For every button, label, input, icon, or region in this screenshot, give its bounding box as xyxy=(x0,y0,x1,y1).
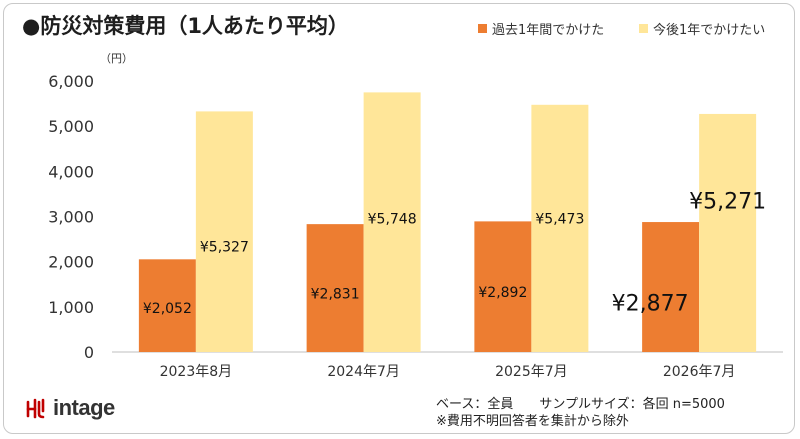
y-axis-unit: （円） xyxy=(100,52,133,65)
data-label: ¥2,052 xyxy=(143,301,192,317)
intage-mark-icon xyxy=(26,398,45,419)
x-tick-label: 2026年7月 xyxy=(663,364,736,380)
x-tick-label: 2025年7月 xyxy=(495,364,568,380)
intage-logo: intage xyxy=(24,395,115,421)
y-tick-label: 5,000 xyxy=(48,117,94,136)
chart-title: ●防災対策費用（1人あたり平均） xyxy=(22,14,349,38)
data-label: ¥5,271 xyxy=(689,190,766,215)
y-tick-label: 3,000 xyxy=(48,208,94,227)
data-label: ¥2,877 xyxy=(612,291,689,316)
bar-future xyxy=(531,104,589,353)
footnote-exclusion: ※費用不明回答者を集計から除外 xyxy=(436,414,629,429)
bar-past xyxy=(138,259,196,352)
logo-text: intage xyxy=(53,395,115,420)
legend-label-past: 過去1年間でかけた xyxy=(492,23,605,38)
y-tick-label: 1,000 xyxy=(48,298,94,317)
legend-item-future: 今後1年でかけたい xyxy=(639,19,765,38)
bar-past xyxy=(306,224,364,352)
data-label: ¥5,748 xyxy=(368,212,417,228)
bar-future xyxy=(195,111,253,353)
legend-swatch-future xyxy=(639,24,648,33)
bar-future xyxy=(699,113,757,352)
y-tick-label: 4,000 xyxy=(48,162,94,181)
legend-swatch-past xyxy=(478,24,487,33)
data-label: ¥2,892 xyxy=(478,285,527,301)
x-tick-label: 2024年7月 xyxy=(327,364,400,380)
y-tick-label: 0 xyxy=(84,343,94,362)
data-label: ¥2,831 xyxy=(311,286,360,302)
bar-past xyxy=(474,221,532,352)
legend-item-past: 過去1年間でかけた xyxy=(478,19,604,38)
data-label: ¥5,473 xyxy=(535,212,584,228)
data-label: ¥5,327 xyxy=(200,240,249,256)
bar-past xyxy=(642,222,700,352)
y-tick-label: 2,000 xyxy=(48,253,94,272)
legend-label-future: 今後1年でかけたい xyxy=(653,23,766,38)
footnote-base: ベース：全員 サンプルサイズ：各回 n=5000 xyxy=(436,397,725,412)
x-tick-label: 2023年8月 xyxy=(160,364,233,380)
y-tick-label: 6,000 xyxy=(48,72,94,91)
bar-future xyxy=(363,92,421,352)
